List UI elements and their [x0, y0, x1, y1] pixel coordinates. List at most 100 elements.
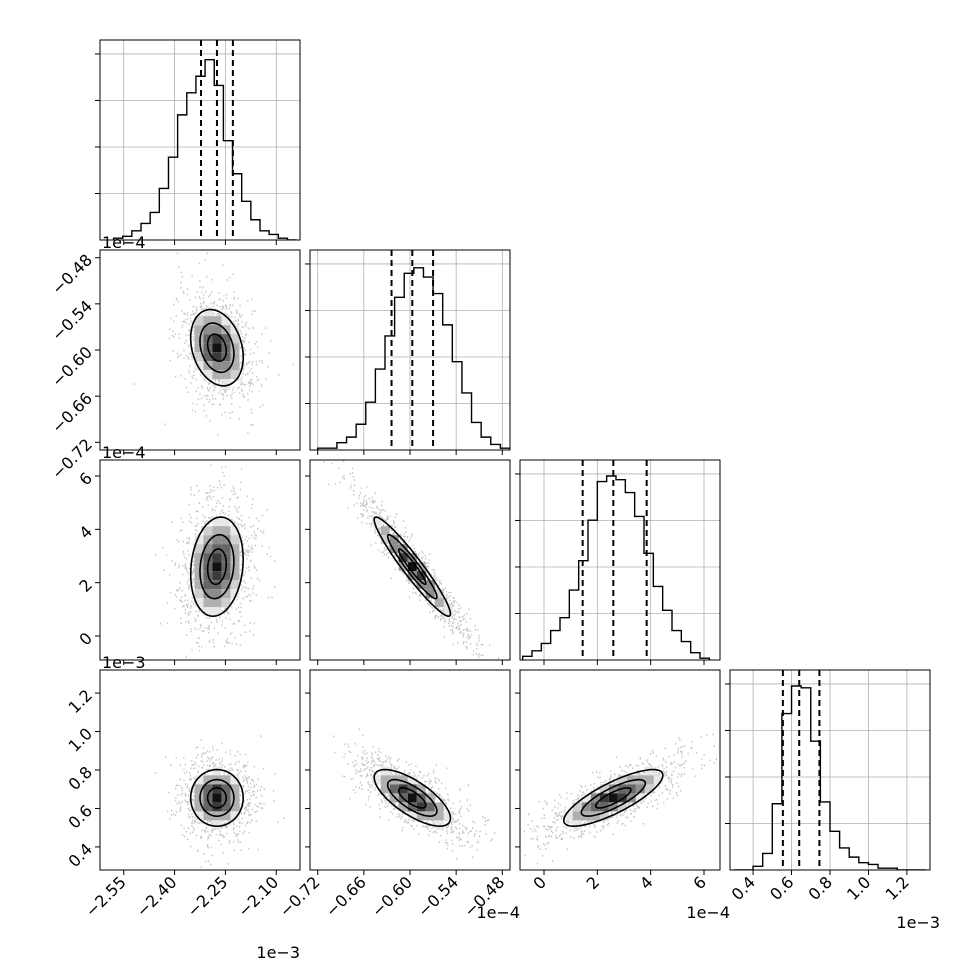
density-cell	[443, 607, 453, 617]
density-cell	[203, 580, 213, 590]
density-cell	[203, 325, 213, 335]
density-cell	[398, 553, 408, 563]
contour-line	[206, 333, 228, 362]
density-cell	[581, 793, 591, 803]
density-cell	[212, 589, 222, 599]
density-cell	[230, 535, 240, 545]
density-cell	[212, 517, 222, 527]
contour-line	[373, 516, 452, 617]
density-cell	[221, 316, 231, 326]
panel-frame	[519, 459, 721, 661]
density-cell	[203, 553, 213, 563]
density-cell	[434, 589, 444, 599]
panel-content	[323, 460, 500, 659]
panel-frame	[99, 459, 301, 661]
panel-content	[154, 464, 276, 660]
y-tick-label: −0.60	[48, 343, 96, 391]
panel-3-3	[515, 459, 721, 665]
density-cell	[398, 802, 408, 812]
density-cell	[407, 562, 417, 572]
density-cell	[194, 811, 204, 821]
y-offset-label: 1e−4	[102, 443, 146, 462]
density-cell	[203, 598, 213, 608]
density-cell	[221, 775, 231, 785]
density-cell	[203, 607, 213, 617]
density-cell	[398, 784, 408, 794]
x-tick-label: −2.25	[183, 873, 231, 921]
panel-2-4	[305, 669, 511, 875]
density-cell	[194, 775, 204, 785]
contour-line	[199, 778, 235, 818]
density-cell	[608, 793, 618, 803]
density-cell	[230, 811, 240, 821]
contour-line	[206, 548, 228, 586]
density-cell	[212, 766, 222, 776]
density-cell	[212, 784, 222, 794]
x-tick-label: −0.72	[276, 873, 324, 921]
density-cell	[212, 793, 222, 803]
x-tick-label: 2	[583, 873, 604, 894]
x-tick-label: 0.6	[766, 873, 797, 904]
density-cell	[407, 784, 417, 794]
y-tick-label: 1.2	[65, 686, 96, 717]
density-cell	[617, 802, 627, 812]
density-cell	[617, 793, 627, 803]
density-cell	[212, 526, 222, 536]
density-cell	[194, 598, 204, 608]
density-cell	[416, 580, 426, 590]
x-tick-label: −0.54	[414, 873, 462, 921]
histogram-step	[112, 58, 297, 240]
y-tick-label: 2	[75, 575, 96, 596]
density-cell	[434, 598, 444, 608]
density-cell	[212, 361, 222, 371]
histogram-step	[316, 267, 510, 450]
x-tick-label: −2.10	[234, 873, 282, 921]
density-cell	[230, 553, 240, 563]
y-offset-label: 1e−4	[102, 233, 146, 252]
x-tick-label: 0.4	[728, 873, 759, 904]
density-cell	[212, 802, 222, 812]
panel-frame	[99, 39, 301, 241]
density-cell	[425, 802, 435, 812]
density-cell	[194, 544, 204, 554]
contour-line	[398, 548, 427, 586]
density-cell	[212, 325, 222, 335]
density-cell	[203, 784, 213, 794]
contour-line	[580, 778, 647, 817]
density-cell	[203, 370, 213, 380]
density-cell	[203, 316, 213, 326]
density-cell	[434, 802, 444, 812]
x-tick-label: 1.0	[843, 873, 874, 904]
density-cell	[212, 535, 222, 545]
density-cell	[230, 334, 240, 344]
y-tick-label: −0.54	[48, 296, 96, 344]
density-cell	[194, 361, 204, 371]
density-cell	[599, 784, 609, 794]
density-cell	[230, 775, 240, 785]
density-cell	[221, 589, 231, 599]
contour-line	[189, 516, 245, 618]
panel-frame	[519, 669, 721, 871]
x-tick-label: 0.8	[805, 873, 836, 904]
panel-1-1	[95, 39, 301, 245]
density-cell	[398, 544, 408, 554]
panel-content	[333, 728, 496, 860]
density-cell	[212, 352, 222, 362]
x-tick-label: −2.40	[132, 873, 180, 921]
density-cell	[221, 571, 231, 581]
x-offset-label: 1e−3	[896, 913, 940, 932]
panel-1-2	[95, 249, 301, 455]
contour-line	[386, 533, 438, 600]
density-cell	[203, 802, 213, 812]
density-cell	[599, 793, 609, 803]
density-cell	[380, 784, 390, 794]
panel-1-4	[95, 669, 301, 875]
density-cell	[644, 766, 654, 776]
x-tick-label: −0.60	[368, 873, 416, 921]
density-cell	[212, 553, 222, 563]
contour-line	[386, 778, 438, 818]
density-cell	[212, 334, 222, 344]
y-tick-label: 0.4	[65, 839, 96, 870]
density-cell	[203, 307, 213, 317]
